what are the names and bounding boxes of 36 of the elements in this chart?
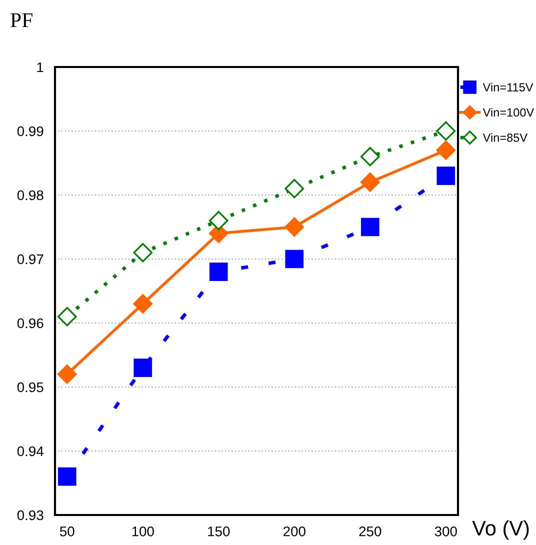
x-tick-label: 100 (132, 526, 154, 536)
point (57, 306, 77, 326)
point (360, 146, 380, 166)
legend-label: Vin=85V (482, 133, 528, 142)
legend-label: Vin=115V (482, 82, 534, 92)
x-tick-label: 250 (359, 526, 382, 536)
y-tick-label: 0.93 (17, 510, 44, 520)
point (209, 262, 228, 281)
y-axis-title: PF (10, 13, 32, 28)
x-tick-label: 200 (283, 526, 306, 536)
point (208, 210, 228, 230)
legend-label: Vin=100V (482, 108, 534, 117)
point (436, 166, 456, 185)
point (360, 172, 380, 192)
y-tick-label: 1 (37, 62, 44, 72)
x-tick-label: 150 (208, 526, 230, 536)
point (436, 140, 456, 160)
point (133, 294, 153, 314)
y-tick-label: 0.95 (17, 382, 44, 392)
x-axis-title: Vo (V) (472, 520, 529, 540)
point (285, 250, 304, 268)
point (284, 217, 304, 237)
x-tick-label: 50 (60, 526, 74, 536)
point (284, 178, 304, 198)
point (58, 467, 76, 486)
point (134, 358, 152, 377)
y-tick-label: 0.99 (17, 126, 44, 136)
y-tick-label: 0.97 (17, 254, 44, 264)
point (436, 121, 456, 141)
y-tick-label: 0.94 (17, 446, 44, 456)
x-tick-label: 300 (434, 526, 457, 536)
point (360, 218, 380, 236)
y-tick-label: 0.98 (17, 190, 44, 200)
point (57, 364, 77, 384)
point (133, 242, 153, 262)
y-tick-label: 0.96 (17, 318, 44, 328)
